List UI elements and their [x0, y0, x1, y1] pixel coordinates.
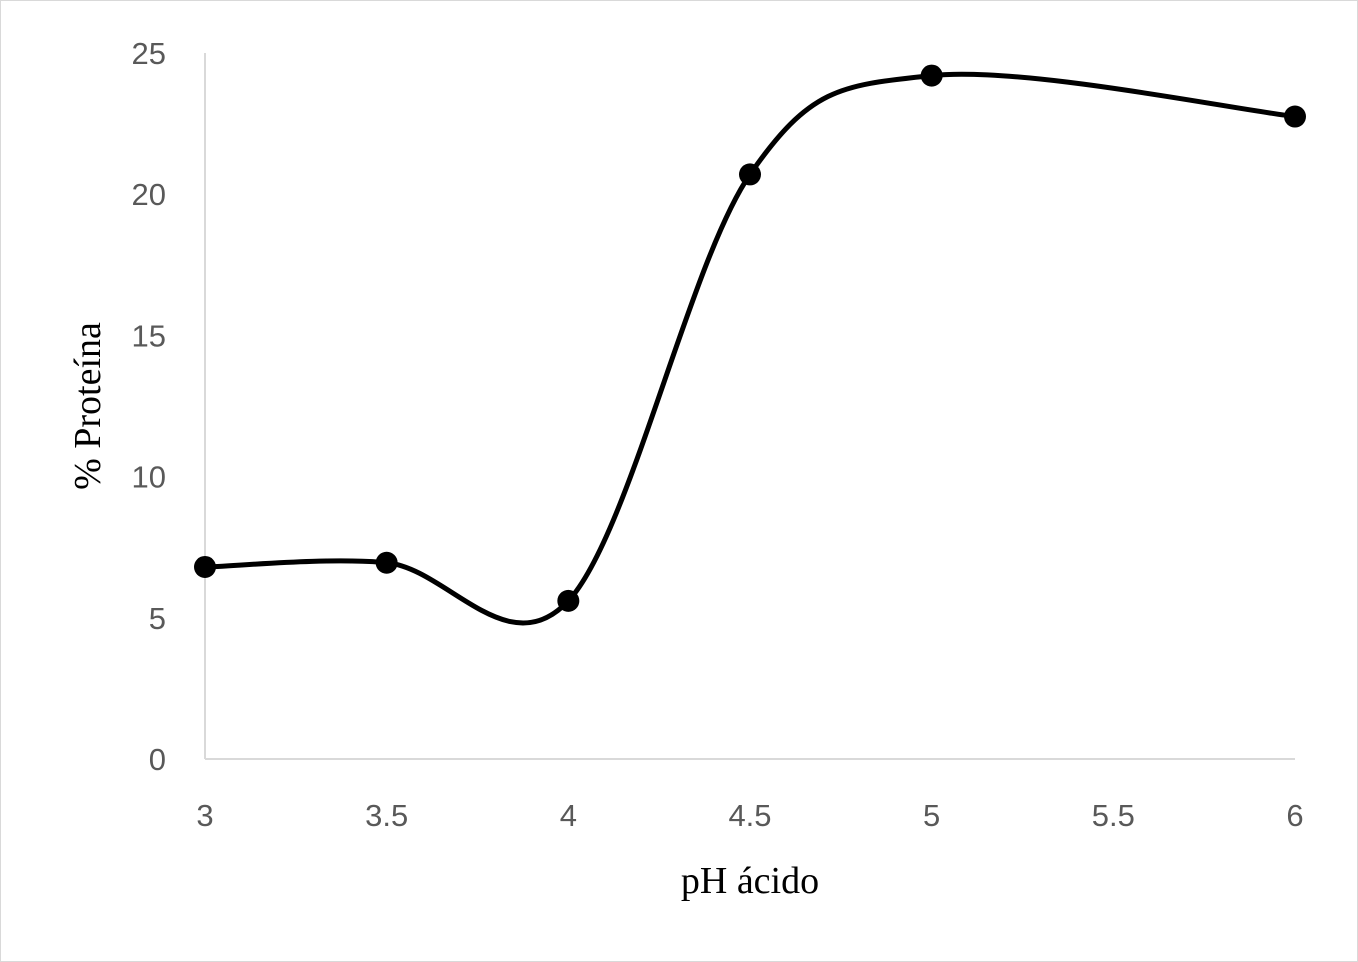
y-tick-label: 10	[132, 460, 166, 495]
series-line	[202, 71, 1298, 626]
x-tick-labels: 3 3.5 4 4.5 5 5.5 6	[196, 798, 1303, 833]
data-point	[1284, 105, 1306, 128]
data-point	[557, 589, 580, 612]
data-point	[739, 163, 761, 186]
y-tick-label: 15	[132, 318, 166, 353]
x-axis-title: pH ácido	[681, 860, 819, 902]
data-point	[194, 555, 216, 578]
x-tick-label: 5	[923, 798, 940, 833]
y-axis-title: % Proteína	[67, 322, 109, 490]
x-tick-label: 3.5	[365, 798, 408, 833]
y-tick-label: 20	[132, 177, 166, 212]
x-tick-label: 6	[1286, 798, 1303, 833]
x-tick-label: 4	[560, 798, 577, 833]
x-tick-label: 5.5	[1092, 798, 1135, 833]
y-tick-label: 0	[149, 742, 166, 777]
axes	[204, 53, 1295, 760]
data-point	[375, 551, 398, 574]
x-tick-label: 3	[196, 798, 213, 833]
x-tick-label: 4.5	[728, 798, 771, 833]
series	[194, 64, 1306, 626]
y-tick-labels: 0 5 10 15 20 25	[132, 36, 166, 777]
data-point	[920, 64, 943, 87]
y-tick-label: 25	[132, 36, 166, 71]
y-tick-label: 5	[149, 601, 166, 636]
